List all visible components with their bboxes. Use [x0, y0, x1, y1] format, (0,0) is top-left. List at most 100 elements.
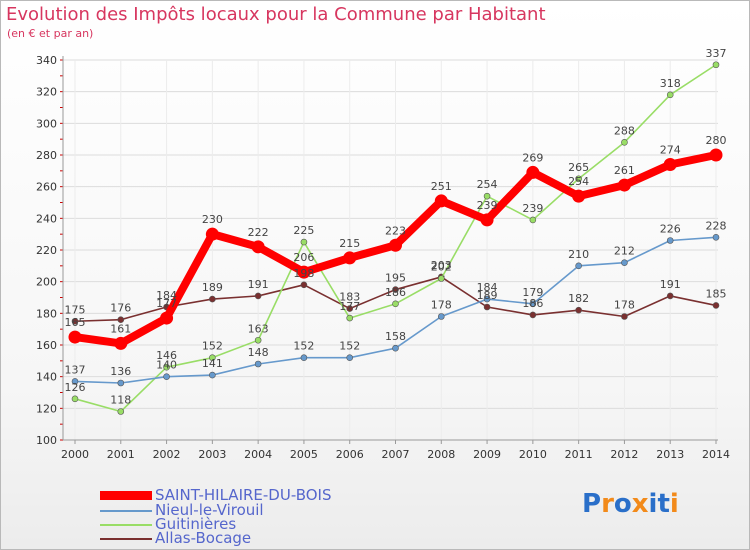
data-label: 198: [293, 267, 314, 280]
data-point: [526, 165, 540, 179]
data-point: [163, 363, 170, 371]
data-label: 191: [248, 278, 269, 291]
data-point: [575, 175, 582, 183]
data-label: 182: [568, 292, 589, 305]
proxiti-logo: Proxiti: [582, 489, 679, 519]
x-tick-label: 2009: [473, 448, 501, 461]
data-label: 337: [706, 47, 727, 60]
data-label: 212: [614, 245, 635, 258]
data-point: [437, 275, 445, 282]
y-tick-label: 340: [36, 54, 57, 67]
x-tick-label: 2011: [565, 448, 593, 461]
legend-swatch: [100, 538, 152, 540]
data-label: 136: [110, 365, 131, 378]
y-tick-label: 240: [36, 212, 57, 225]
data-point: [483, 192, 491, 200]
data-label: 175: [65, 303, 86, 316]
data-label: 195: [385, 272, 406, 285]
data-label: 269: [522, 151, 543, 164]
data-point: [71, 378, 79, 385]
y-tick-label: 300: [36, 117, 57, 130]
data-point: [621, 139, 628, 146]
data-label: 226: [660, 223, 681, 236]
x-tick-label: 2000: [61, 448, 89, 461]
data-point: [163, 373, 170, 380]
logo-letter: r: [601, 489, 614, 519]
data-label: 165: [65, 316, 86, 329]
data-point: [483, 303, 491, 311]
data-label: 274: [660, 144, 681, 157]
data-label: 225: [293, 224, 314, 237]
data-point: [160, 311, 174, 325]
data-label: 189: [202, 281, 223, 294]
data-point: [621, 313, 628, 320]
data-label: 265: [568, 161, 589, 174]
x-tick-label: 2006: [336, 448, 364, 461]
data-point: [666, 237, 674, 244]
data-label: 186: [522, 297, 543, 310]
data-point: [529, 216, 537, 224]
data-label: 251: [431, 180, 452, 193]
data-label: 254: [568, 175, 589, 188]
data-label: 206: [293, 251, 314, 264]
data-point: [529, 311, 537, 319]
data-point: [712, 302, 720, 309]
data-label: 148: [248, 346, 269, 359]
data-label: 230: [202, 213, 223, 226]
data-label: 222: [248, 226, 269, 239]
data-label: 186: [385, 286, 406, 299]
data-label: 179: [522, 286, 543, 299]
data-point: [346, 354, 354, 361]
y-tick-label: 180: [36, 307, 57, 320]
data-point: [300, 354, 308, 361]
data-point: [343, 251, 357, 265]
data-label: 318: [660, 77, 681, 90]
data-label: 185: [706, 287, 727, 300]
x-tick-label: 2007: [382, 448, 410, 461]
data-label: 140: [156, 359, 177, 372]
data-point: [663, 158, 677, 171]
x-tick-label: 2005: [290, 448, 318, 461]
y-tick-label: 280: [36, 149, 57, 162]
y-tick-label: 200: [36, 276, 57, 289]
legend-swatch: [100, 510, 152, 512]
data-label: 161: [110, 322, 131, 335]
data-point: [254, 360, 262, 368]
data-point: [251, 240, 265, 254]
logo-letter: P: [582, 489, 602, 519]
x-tick-label: 2010: [519, 448, 547, 461]
data-label: 152: [202, 340, 223, 353]
data-label: 158: [385, 330, 406, 343]
data-point: [572, 189, 586, 203]
data-point: [254, 336, 262, 344]
x-tick-label: 2003: [198, 448, 226, 461]
x-tick-label: 2012: [610, 448, 638, 461]
legend-swatch: [100, 524, 152, 526]
data-point: [300, 281, 308, 289]
data-point: [117, 408, 125, 415]
x-tick-label: 2013: [656, 448, 684, 461]
data-label: 189: [477, 289, 498, 302]
logo-letter: t: [657, 489, 670, 519]
data-label: 183: [339, 291, 360, 304]
data-label: 203: [431, 259, 452, 272]
data-label: 184: [156, 289, 177, 302]
data-label: 239: [522, 202, 543, 215]
data-label: 202: [431, 261, 452, 274]
data-label: 228: [706, 219, 727, 232]
chart-subtitle: (en € et par an): [7, 27, 94, 40]
data-point: [209, 354, 216, 361]
data-point: [68, 330, 82, 344]
data-point: [346, 314, 354, 322]
data-label: 177: [156, 297, 177, 310]
y-tick-label: 160: [36, 339, 57, 352]
data-point: [392, 286, 399, 293]
y-tick-label: 100: [36, 434, 57, 447]
data-point: [209, 295, 216, 303]
legend-label: Allas-Bocage: [155, 529, 252, 547]
logo-letter: x: [631, 489, 649, 519]
data-point: [209, 371, 216, 379]
data-point: [71, 395, 79, 403]
data-point: [117, 379, 125, 387]
